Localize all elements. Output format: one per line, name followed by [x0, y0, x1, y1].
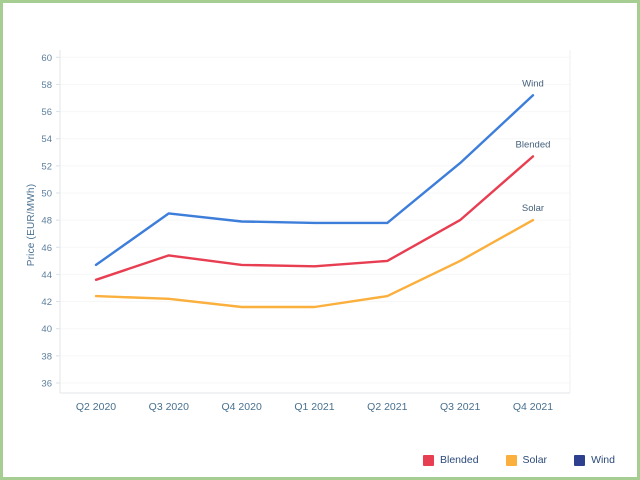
- y-tick-label: 36: [41, 378, 52, 389]
- x-category-label: Q1 2021: [294, 401, 334, 413]
- price-line-chart: 36 38 40 42 44 46 48 50 52 54 56 58 60 Q2 2020 Q3 202…: [26, 50, 571, 413]
- chart-legend: Blended Solar Wind: [423, 454, 615, 466]
- x-category-label: Q4 2020: [222, 401, 262, 413]
- y-tick-label: 54: [41, 134, 52, 145]
- x-category-labels: Q2 2020 Q3 2020 Q4 2020 Q1 2021 Q2 2021 Q3 20…: [76, 401, 553, 413]
- legend-item-solar: Solar: [505, 454, 548, 466]
- y-tick-labels: 36 38 40 42 44 46 48 50 52 54 56 58 60: [41, 53, 52, 390]
- y-tick-label: 46: [41, 243, 52, 254]
- legend-label-wind: Wind: [591, 454, 615, 466]
- x-category-label: Q4 2021: [513, 401, 553, 413]
- legend-item-wind: Wind: [574, 454, 615, 466]
- legend-swatch-wind: [574, 454, 586, 466]
- end-label-wind: Wind: [522, 78, 544, 89]
- y-tick-label: 56: [41, 107, 52, 118]
- y-gridlines: [60, 56, 570, 384]
- y-tick-label: 58: [41, 80, 52, 91]
- legend-swatch-solar: [505, 454, 517, 466]
- line-blended: [94, 155, 535, 281]
- end-label-solar: Solar: [522, 203, 544, 214]
- series-lines: [94, 94, 535, 309]
- y-axis-title: Price (EUR/MWh): [26, 184, 37, 266]
- y-tick-label: 52: [41, 161, 52, 172]
- legend-label-solar: Solar: [522, 454, 548, 466]
- x-category-label: Q3 2021: [440, 401, 480, 413]
- x-category-label: Q2 2020: [76, 401, 116, 413]
- legend-swatch-blended: [423, 454, 434, 466]
- line-solar: [94, 218, 535, 309]
- y-tick-label: 60: [41, 53, 52, 64]
- y-tick-label: 40: [41, 324, 52, 335]
- y-tick-label: 50: [41, 189, 52, 200]
- legend-item-blended: Blended: [423, 454, 479, 466]
- y-tick-label: 42: [41, 297, 52, 308]
- y-tick-label: 48: [41, 216, 52, 227]
- axes: [56, 50, 571, 394]
- series-end-labels: Blended Solar Wind: [516, 78, 551, 214]
- line-wind: [94, 94, 535, 267]
- y-tick-label: 38: [41, 351, 52, 362]
- x-category-label: Q3 2020: [149, 401, 189, 413]
- end-label-blended: Blended: [516, 139, 551, 150]
- legend-label-blended: Blended: [440, 454, 479, 466]
- x-category-label: Q2 2021: [367, 401, 407, 413]
- y-tick-label: 44: [41, 270, 52, 281]
